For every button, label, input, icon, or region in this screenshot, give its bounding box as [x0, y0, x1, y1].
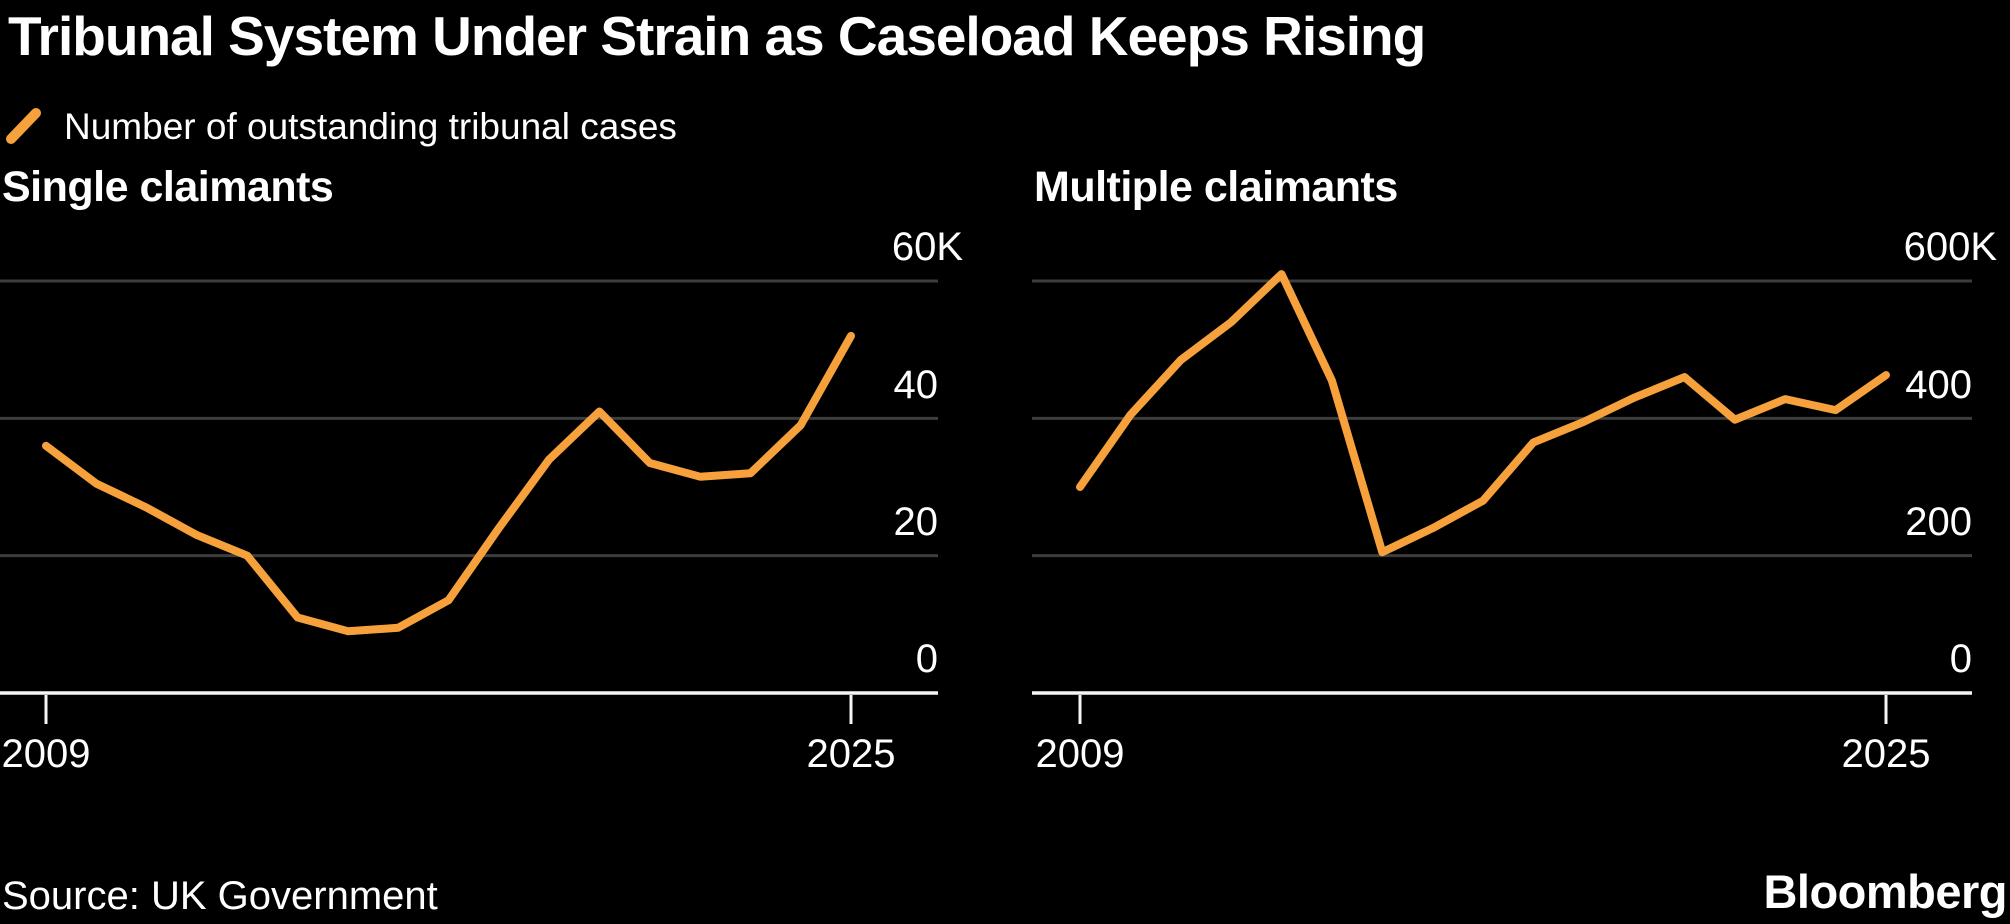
panel-title-single-claimants: Single claimants [2, 163, 334, 211]
y-axis-label: 60K [891, 225, 963, 269]
source-attribution: Source: UK Government [2, 874, 438, 918]
y-axis-label: 0 [915, 637, 938, 681]
y-axis-label: 400 [1905, 363, 1972, 407]
y-axis-label: 0 [1949, 637, 1972, 681]
y-axis-label: 200 [1905, 500, 1972, 544]
data-series-line [1076, 270, 1890, 557]
x-axis-label: 2025 [806, 732, 896, 776]
legend-label: Number of outstanding tribunal cases [64, 106, 677, 147]
y-axis-label: 20 [893, 500, 939, 544]
line-chart-multiple-claimants [1032, 270, 1972, 724]
data-series-line [42, 331, 855, 636]
panel-title-multiple-claimants: Multiple claimants [1034, 163, 1398, 211]
bloomberg-logo: Bloomberg [1763, 865, 2007, 918]
x-axis-label: 2009 [1, 732, 91, 776]
y-axis-label: 40 [893, 363, 939, 407]
y-axis-label: 600K [1903, 225, 1997, 269]
legend-line-marker-icon [6, 108, 41, 144]
line-chart-single-claimants [0, 279, 938, 724]
x-axis-label: 2025 [1841, 732, 1931, 776]
x-axis-label: 2009 [1035, 732, 1125, 776]
chart-title: Tribunal System Under Strain as Caseload… [8, 5, 1426, 67]
